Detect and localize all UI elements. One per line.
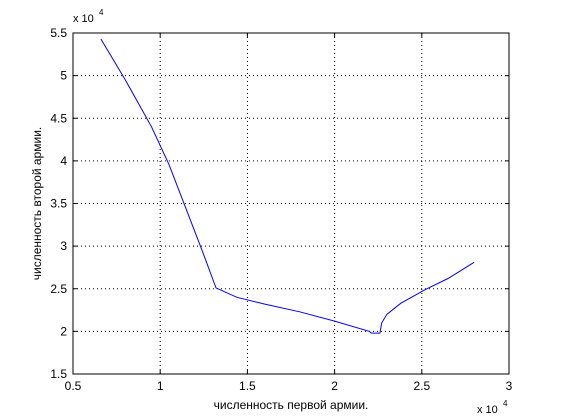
x-multiplier-base: x 10	[477, 404, 498, 416]
x-tick-label: 1	[157, 379, 164, 393]
y-multiplier-base: x 10	[73, 13, 94, 25]
y-axis-multiplier: x 10 4	[73, 8, 104, 25]
x-multiplier-exponent: 4	[503, 399, 508, 408]
y-tick-label: 2	[60, 324, 67, 338]
x-tick-label: 1.5	[239, 379, 256, 393]
y-axis-label: численность второй армии.	[30, 127, 44, 281]
x-axis-label: численность первой армии.	[214, 398, 369, 412]
x-tick-label: 0.5	[65, 379, 82, 393]
tick-marks	[72, 32, 510, 375]
y-tick-label: 3.5	[50, 197, 67, 211]
x-axis-multiplier: x 10 4	[477, 399, 508, 416]
y-tick-label: 1.5	[50, 367, 67, 381]
grid-lines	[73, 33, 509, 374]
series-line	[100, 38, 475, 334]
y-tick-label: 5.5	[50, 26, 67, 40]
y-tick-label: 4.5	[50, 111, 67, 125]
y-tick-label: 4	[60, 154, 67, 168]
y-multiplier-exponent: 4	[99, 8, 104, 17]
y-tick-label: 3	[60, 239, 67, 253]
x-tick-label: 3	[506, 379, 513, 393]
x-tick-label: 2.5	[413, 379, 430, 393]
y-tick-label: 5	[60, 69, 67, 83]
y-tick-label: 2.5	[50, 282, 67, 296]
x-tick-label: 2	[331, 379, 338, 393]
tick-labels: 0.5 1 1.5 2 2.5 3 1.5 2 2.5 3 3.5 4 4.5 5 5.5	[50, 26, 512, 393]
plot-frame	[72, 32, 510, 375]
